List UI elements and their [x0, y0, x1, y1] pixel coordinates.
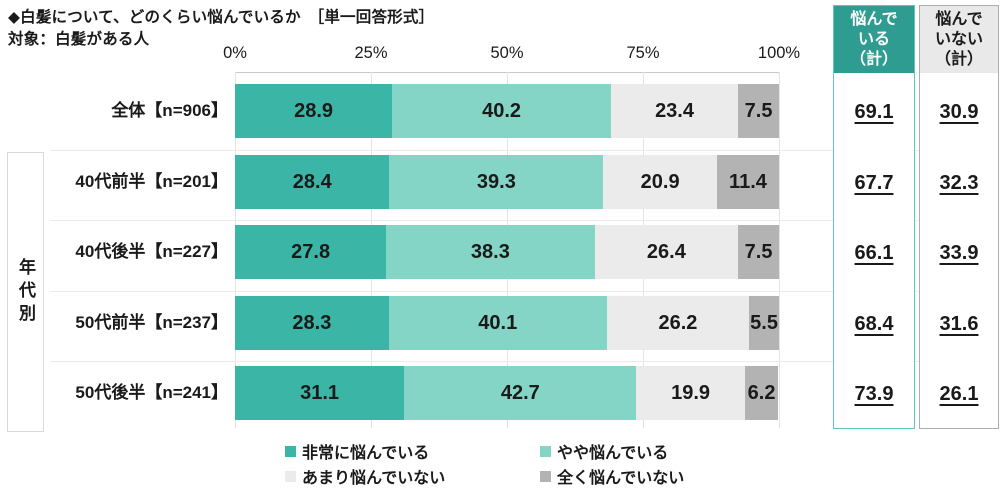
legend-item: あまり悩んでいない	[285, 466, 446, 487]
bar-segment-value: 6.2	[747, 381, 776, 404]
row-separator	[50, 291, 998, 292]
category-label: 50代後半【n=241】	[75, 383, 228, 402]
bar-segment: 19.9	[636, 366, 745, 420]
summary-value: 33.9	[939, 242, 979, 264]
bar-segment: 7.5	[738, 84, 779, 138]
stacked-bar: 31.1 42.7 19.9 6.2	[235, 366, 779, 420]
bar-segment-value: 26.4	[646, 240, 686, 263]
summary-value: 67.7	[854, 172, 894, 194]
x-axis-tick-label: 0%	[223, 44, 247, 62]
row-separator	[50, 150, 998, 151]
summary-value: 68.4	[854, 313, 894, 335]
category-label: 50代前半【n=237】	[75, 313, 228, 332]
row-separator	[50, 220, 998, 221]
x-axis-tick-label: 100%	[757, 44, 801, 62]
x-axis-tick-label: 25%	[354, 44, 388, 62]
bar-segment: 27.8	[235, 225, 387, 279]
bar-segment: 40.1	[388, 296, 607, 350]
bar-segment-value: 42.7	[500, 381, 540, 404]
legend-item: やや悩んでいる	[540, 441, 669, 462]
bar-segment-value: 23.4	[655, 99, 694, 122]
summary-value: 31.6	[939, 313, 979, 335]
bar-segment-value: 7.5	[744, 99, 773, 122]
legend-swatch-icon	[540, 470, 551, 482]
legend-swatch-icon	[285, 445, 296, 457]
summary-value: 69.1	[854, 101, 894, 123]
bar-segment-value: 40.2	[482, 99, 522, 122]
category-label: 全体【n=906】	[111, 101, 228, 120]
stacked-bar: 27.8 38.3 26.4 7.5	[235, 225, 779, 279]
bar-segment: 6.2	[744, 366, 779, 420]
bar-segment: 20.9	[603, 155, 717, 209]
bar-segment: 5.5	[749, 296, 779, 350]
bar-segment: 28.4	[235, 155, 390, 209]
summary-value: 26.1	[939, 383, 979, 405]
bar-segment: 38.3	[386, 225, 595, 279]
bar-segment-value: 11.4	[729, 170, 767, 193]
bar-segment: 28.3	[235, 296, 389, 350]
stacked-bar: 28.3 40.1 26.2 5.5	[235, 296, 779, 350]
legend-label: 全く悩んでいない	[557, 470, 685, 487]
legend-item: 全く悩んでいない	[540, 466, 685, 487]
summary-header-worried: 悩んで いる （計）	[834, 6, 914, 73]
bar-segment-value: 26.2	[658, 311, 698, 334]
legend-swatch-icon	[285, 470, 296, 482]
legend-swatch-icon	[540, 445, 551, 457]
bar-segment-value: 20.9	[640, 170, 680, 193]
bar-segment-value: 27.8	[291, 240, 331, 263]
bar-segment-value: 40.1	[478, 311, 518, 334]
group-label-box: 年代別	[7, 152, 44, 432]
bar-segment-value: 7.5	[744, 240, 773, 263]
x-axis-tick-label: 75%	[626, 44, 660, 62]
row-separator	[50, 361, 998, 362]
summary-column-not-worried: 悩んで いない （計） 30.9 32.3 33.9 31.6 26.1	[919, 5, 999, 429]
bar-segment: 40.2	[392, 84, 611, 138]
bar-segment-value: 5.5	[750, 311, 778, 334]
bar-segment: 31.1	[235, 366, 405, 420]
group-label: 年代別	[16, 257, 35, 327]
summary-header-not-worried: 悩んで いない （計）	[920, 6, 998, 73]
bar-segment: 26.4	[594, 225, 739, 279]
bar-segment-value: 39.3	[476, 170, 516, 193]
legend-label: やや悩んでいる	[557, 445, 669, 462]
bar-segment: 23.4	[610, 84, 739, 138]
bar-segment-value: 28.3	[292, 311, 332, 334]
legend-label: 非常に悩んでいる	[302, 445, 430, 462]
summary-value: 66.1	[854, 242, 894, 264]
stacked-bar: 28.4 39.3 20.9 11.4	[235, 155, 779, 209]
bar-segment-value: 38.3	[470, 240, 510, 263]
x-axis-tick-label: 50%	[490, 44, 524, 62]
bar-segment: 42.7	[404, 366, 637, 420]
category-label: 40代前半【n=201】	[75, 172, 228, 191]
legend-label: あまり悩んでいない	[302, 470, 446, 487]
summary-value: 32.3	[939, 172, 979, 194]
bar-segment-value: 28.9	[294, 99, 334, 122]
bar-segment-value: 31.1	[300, 381, 340, 404]
gridline	[779, 72, 780, 428]
bar-segment: 26.2	[606, 296, 750, 350]
legend-item: 非常に悩んでいる	[285, 441, 430, 462]
chart-title: ◆白髪について、どのくらい悩んでいるか ［単一回答形式］	[8, 9, 435, 26]
chart-target-note: 対象：白髪がある人	[8, 31, 150, 48]
bar-segment: 7.5	[738, 225, 779, 279]
summary-value: 73.9	[854, 383, 894, 405]
bar-segment: 39.3	[389, 155, 604, 209]
bar-segment: 11.4	[716, 155, 779, 209]
bar-segment-value: 28.4	[292, 170, 332, 193]
summary-column-worried: 悩んで いる （計） 69.1 67.7 66.1 68.4 73.9	[833, 5, 915, 429]
bar-segment-value: 19.9	[671, 381, 711, 404]
category-label: 40代後半【n=227】	[75, 242, 228, 261]
stacked-bar: 28.9 40.2 23.4 7.5	[235, 84, 779, 138]
bar-segment: 28.9	[235, 84, 393, 138]
summary-value: 30.9	[939, 101, 979, 123]
